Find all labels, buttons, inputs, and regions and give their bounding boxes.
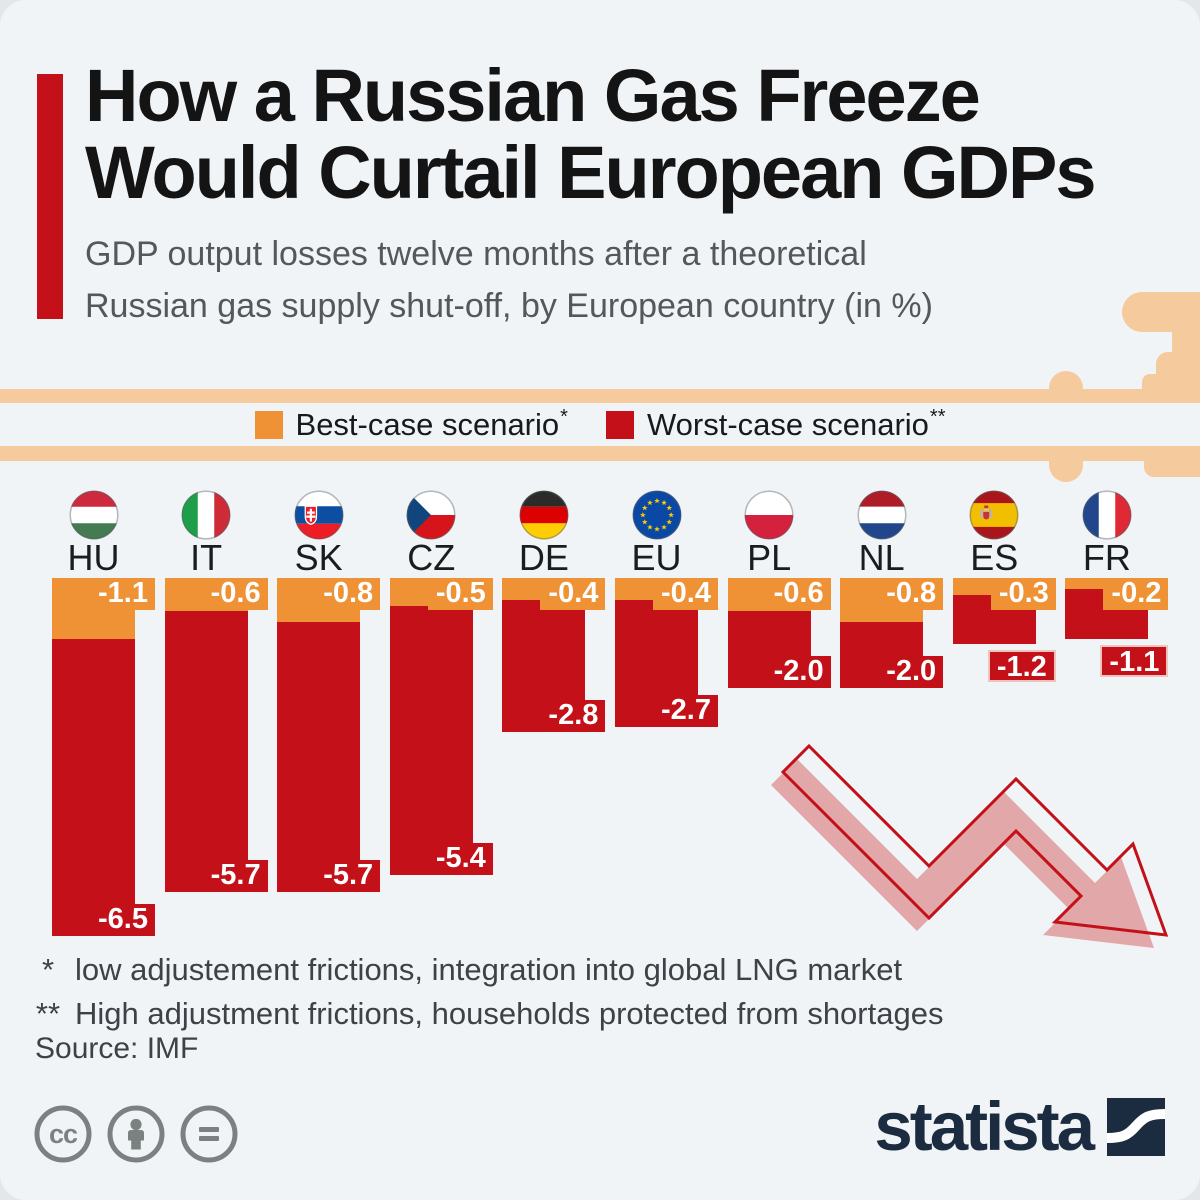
value-label-worst-hu: -6.5 xyxy=(87,903,155,936)
footnote-marker: * xyxy=(41,952,55,987)
country-group-pl: PL -0.6 -2.0 xyxy=(727,490,831,970)
flag-nl-icon xyxy=(840,490,923,545)
pipe-bolt-decoration xyxy=(1049,371,1083,389)
trend-arrow-outline xyxy=(780,743,1169,937)
legend-chip-worst-icon xyxy=(605,410,634,439)
value-label-best-hu: -1.1 xyxy=(90,578,155,610)
title-line-2: Would Curtail European GDPs xyxy=(85,130,1096,214)
statista-branding: statista xyxy=(874,1088,1165,1165)
title-accent-bar xyxy=(37,74,63,319)
value-label-best-fr: -0.2 xyxy=(1103,578,1169,610)
page-title: How a Russian Gas Freeze Would Curtail E… xyxy=(85,57,1096,214)
cc-attribution-person-icon xyxy=(107,1105,165,1163)
legend-item-worst: Worst-case scenario** xyxy=(605,406,946,443)
country-group-it: IT -0.6 -5.7 xyxy=(164,490,268,970)
country-label: ES xyxy=(970,537,1019,578)
country-group-de: DE -0.4 -2.8 xyxy=(502,490,606,970)
bar-worst-case-hu xyxy=(52,638,135,936)
flag-de-icon xyxy=(502,490,585,545)
value-label-worst-eu: -2.7 xyxy=(650,694,718,727)
footnote-worst-case: ** High adjustment frictions, households… xyxy=(30,992,944,1036)
country-label: PL xyxy=(747,537,792,578)
downward-trend-arrow xyxy=(771,743,1169,948)
trend-arrow-fill xyxy=(771,759,1154,948)
cc-icon: cc xyxy=(34,1105,92,1163)
cc-license-badges: cc xyxy=(33,1104,239,1164)
svg-text:cc: cc xyxy=(49,1119,78,1149)
legend-item-best: Best-case scenario* xyxy=(254,406,568,443)
value-label-worst-cz: -5.4 xyxy=(424,843,493,875)
country-label: CZ xyxy=(407,537,456,578)
value-label-worst-fr: -1.1 xyxy=(1100,644,1169,677)
flag-cz-icon xyxy=(390,490,473,545)
value-label-best-sk: -0.8 xyxy=(315,578,381,610)
pipe-flange-decoration xyxy=(1142,374,1200,390)
legend-label-worst: Worst-case scenario** xyxy=(646,406,946,442)
pipe-band-top xyxy=(0,389,1200,403)
value-label-best-nl: -0.8 xyxy=(878,578,944,610)
bar-worst-case-cz xyxy=(389,605,473,875)
footnote-text: High adjustment frictions, households pr… xyxy=(75,996,944,1031)
country-label: DE xyxy=(518,537,569,578)
footnote-text: low adjustement frictions, integration i… xyxy=(75,952,903,987)
country-group-es: ES -0.3 -1.2 xyxy=(952,490,1056,970)
country-group-hu: HU -1.1 -6.5 xyxy=(52,490,155,970)
pipe-bolt-decoration xyxy=(1049,461,1083,482)
country-label: EU xyxy=(631,537,682,578)
legend-label-best: Best-case scenario* xyxy=(295,406,568,442)
country-label: HU xyxy=(67,537,120,578)
country-label: FR xyxy=(1082,537,1131,578)
country-group-cz: CZ -0.5 -5.4 xyxy=(389,490,493,970)
bar-worst-case-it xyxy=(164,611,248,892)
value-label-best-cz: -0.5 xyxy=(427,578,493,610)
value-label-best-eu: -0.4 xyxy=(653,578,718,610)
subtitle: GDP output losses twelve months after a … xyxy=(85,228,933,332)
flag-eu-icon xyxy=(615,490,698,545)
country-label: NL xyxy=(858,537,905,578)
country-group-nl: NL -0.8 -2.0 xyxy=(840,490,944,970)
source-line: Source: IMF xyxy=(35,1032,199,1065)
country-group-eu: EU -0.4 -2.7 xyxy=(615,490,718,970)
value-label-worst-pl: -2.0 xyxy=(762,656,831,688)
flag-pl-icon xyxy=(728,490,811,545)
flag-hu-icon xyxy=(52,490,135,545)
legend-chip-best-icon xyxy=(254,410,283,439)
value-label-worst-sk: -5.7 xyxy=(312,859,381,892)
value-label-best-es: -0.3 xyxy=(990,578,1056,610)
value-label-worst-it: -5.7 xyxy=(199,859,268,892)
chart-legend: Best-case scenario* Worst-case scenario*… xyxy=(0,403,1200,446)
subtitle-line-2: Russian gas supply shut-off, by European… xyxy=(85,287,933,325)
value-label-best-it: -0.6 xyxy=(202,578,268,610)
country-label: IT xyxy=(190,537,223,578)
footnotes: * low adjustement frictions, integration… xyxy=(30,948,944,1036)
value-label-best-pl: -0.6 xyxy=(765,578,831,610)
statista-wordmark: statista xyxy=(874,1088,1095,1165)
flag-fr-icon xyxy=(1065,490,1148,545)
value-label-best-de: -0.4 xyxy=(540,578,606,610)
statista-logo-icon xyxy=(1107,1098,1165,1156)
country-label: SK xyxy=(294,537,343,578)
flag-it-icon xyxy=(165,490,248,545)
pipe-band-bottom xyxy=(0,446,1200,461)
title-line-1: How a Russian Gas Freeze xyxy=(85,54,981,137)
value-label-worst-nl: -2.0 xyxy=(875,656,944,688)
country-group-fr: FR -0.2 -1.1 xyxy=(1065,490,1169,970)
country-group-sk: SK -0.8 -5.7 xyxy=(277,490,381,970)
value-label-worst-de: -2.8 xyxy=(537,700,606,732)
footnote-marker: ** xyxy=(35,996,61,1031)
bar-worst-case-sk xyxy=(277,622,361,892)
subtitle-line-1: GDP output losses twelve months after a … xyxy=(85,235,867,273)
cc-no-derivatives-icon xyxy=(180,1105,238,1163)
footnote-best-case: * low adjustement frictions, integration… xyxy=(30,948,943,992)
flag-sk-icon xyxy=(277,490,360,545)
value-label-worst-es: -1.2 xyxy=(987,650,1056,683)
pipe-tail-decoration xyxy=(1144,461,1200,477)
flag-es-icon xyxy=(953,490,1036,545)
